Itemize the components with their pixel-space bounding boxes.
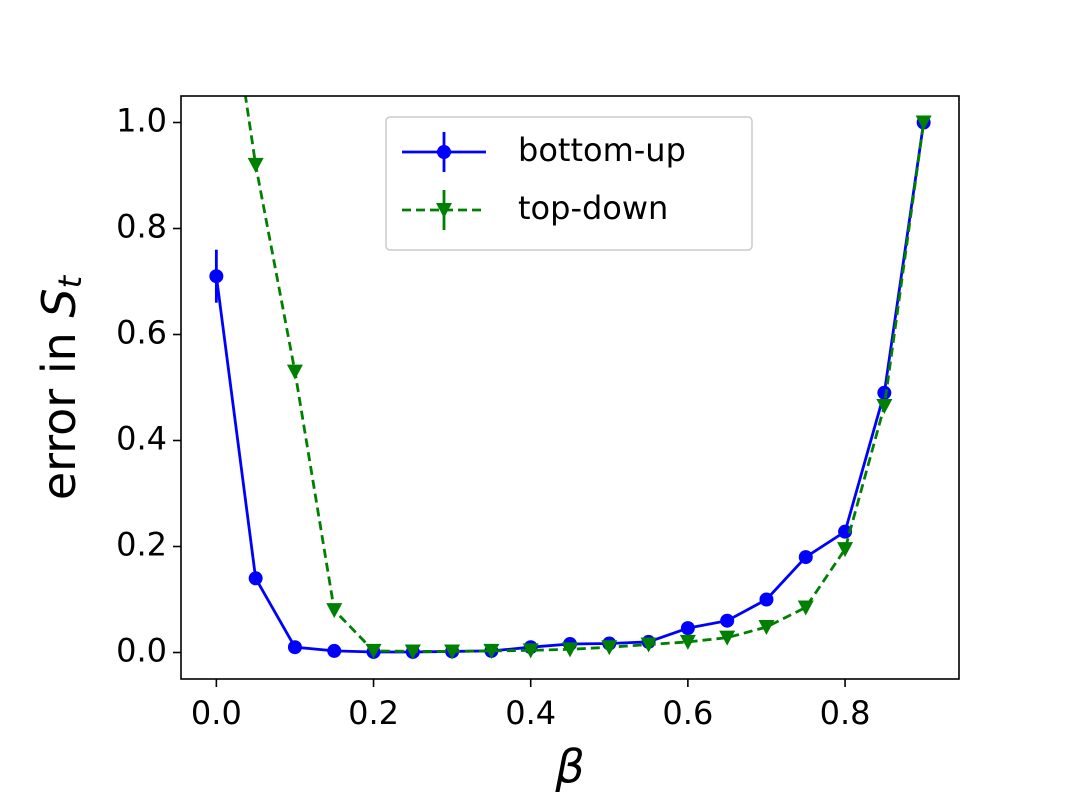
marker xyxy=(287,640,302,655)
marker xyxy=(326,603,343,619)
marker xyxy=(798,550,813,565)
legend-label: top-down xyxy=(518,189,668,227)
marker xyxy=(758,620,775,636)
marker xyxy=(365,643,382,659)
y-label-text: error in xyxy=(32,318,86,501)
y-axis-label: error in St xyxy=(32,274,90,500)
marker xyxy=(483,643,500,659)
marker xyxy=(444,644,461,660)
legend-box xyxy=(385,116,753,251)
marker xyxy=(719,630,736,646)
x-tick-label: 0.4 xyxy=(505,694,556,732)
y-tick-label: 1.0 xyxy=(116,102,167,140)
y-tick-label: 0.6 xyxy=(116,314,167,352)
marker xyxy=(640,637,657,653)
marker xyxy=(837,542,854,558)
y-tick-label: 0.8 xyxy=(116,208,167,246)
marker xyxy=(797,600,814,616)
x-axis-label: β xyxy=(554,740,584,794)
marker xyxy=(680,621,695,636)
marker xyxy=(248,571,263,586)
marker xyxy=(838,524,853,539)
y-label-sub: t xyxy=(51,274,89,288)
series-line xyxy=(244,96,926,653)
marker xyxy=(437,145,451,159)
plot-frame xyxy=(180,95,960,680)
marker xyxy=(436,203,452,218)
marker xyxy=(562,642,578,658)
marker xyxy=(876,399,893,415)
marker xyxy=(601,640,618,656)
y-label-var: S xyxy=(32,288,86,317)
marker xyxy=(759,592,774,607)
marker xyxy=(247,157,264,173)
x-tick-label: 0.2 xyxy=(348,694,399,732)
x-tick-label: 0.6 xyxy=(662,694,713,732)
marker xyxy=(720,613,735,628)
marker xyxy=(404,644,421,660)
y-tick-label: 0.4 xyxy=(116,420,167,458)
y-tick-label: 0.2 xyxy=(116,526,167,564)
marker xyxy=(209,269,224,284)
legend-label: bottom-up xyxy=(518,131,686,169)
marker xyxy=(327,643,342,658)
marker xyxy=(522,643,539,659)
y-tick-label: 0.0 xyxy=(116,632,167,670)
x-tick-label: 0.8 xyxy=(820,694,871,732)
marker xyxy=(877,385,892,400)
x-tick-label: 0.0 xyxy=(191,694,242,732)
marker xyxy=(915,115,932,131)
marker xyxy=(286,364,303,380)
marker xyxy=(679,634,696,650)
